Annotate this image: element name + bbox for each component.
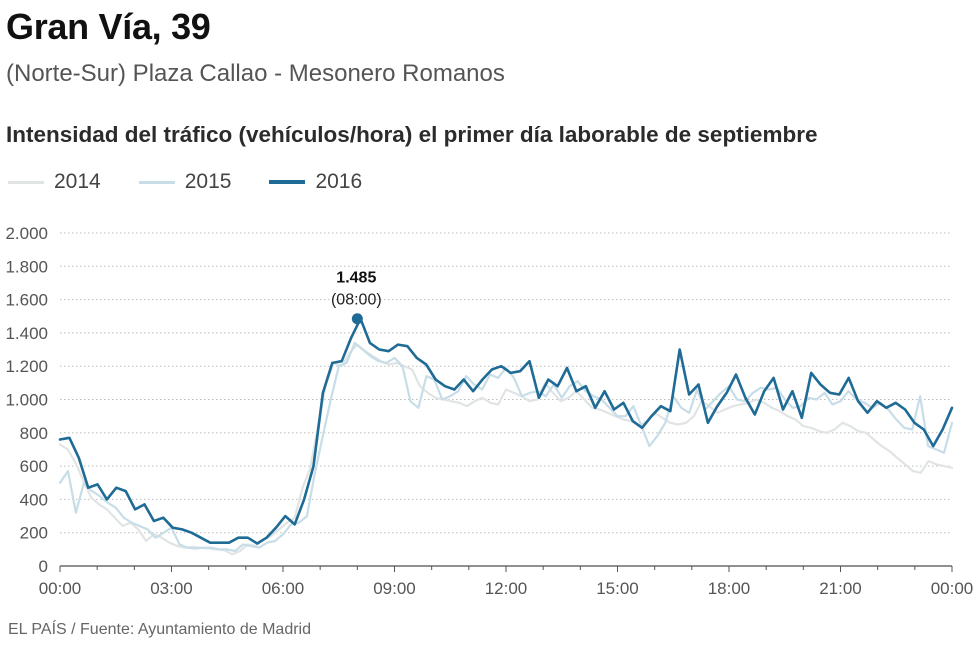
y-tick-label: 1.200: [5, 357, 48, 376]
y-tick-label: 1.000: [5, 391, 48, 410]
y-tick-label: 200: [20, 524, 48, 543]
x-tick-label: 18:00: [708, 579, 751, 598]
series-line-2015: [58, 341, 954, 553]
legend-item-2015: 2015: [138, 170, 232, 194]
x-tick-label: 06:00: [262, 579, 305, 598]
page-subtitle: (Norte-Sur) Plaza Callao - Mesonero Roma…: [6, 60, 505, 87]
peak-value-label: 1.485: [336, 270, 376, 287]
x-tick-label: 09:00: [373, 579, 416, 598]
y-tick-label: 1.600: [5, 291, 48, 310]
peak-time-label: (08:00): [331, 292, 382, 309]
legend-label-2015: 2015: [184, 170, 232, 193]
x-tick-label: 15:00: [596, 579, 639, 598]
legend-swatch-2015: [138, 180, 175, 184]
x-tick-label: 12:00: [485, 579, 528, 598]
legend-item-2014: 2014: [8, 170, 101, 194]
y-tick-label: 600: [20, 457, 48, 476]
y-tick-label: 2.000: [5, 224, 48, 243]
x-tick-label: 21:00: [819, 579, 862, 598]
y-tick-label: 0: [39, 557, 48, 576]
y-tick-label: 800: [20, 424, 48, 443]
chart-legend: 2014 2015 2016: [8, 168, 400, 196]
legend-label-2014: 2014: [54, 170, 101, 193]
series-line-2014: [58, 343, 954, 556]
legend-swatch-2016: [269, 180, 306, 184]
x-tick-label: 00:00: [39, 579, 82, 598]
legend-label-2016: 2016: [315, 170, 363, 193]
chart-title: Intensidad del tráfico (vehículos/hora) …: [6, 122, 818, 147]
line-chart: 0 200 400 600 800 1.000 1.200 1.400 1.600 1.800 2.…: [5, 224, 974, 598]
source-credit: EL PAÍS / Fuente: Ayuntamiento de Madrid: [8, 621, 311, 638]
peak-marker: [351, 313, 363, 325]
legend-swatch-2014: [8, 180, 44, 184]
series-line-2016: [58, 317, 954, 545]
x-tick-label: 00:00: [931, 579, 974, 598]
y-tick-label: 400: [20, 490, 48, 509]
y-tick-label: 1.800: [5, 257, 48, 276]
page-title: Gran Vía, 39: [6, 6, 211, 47]
x-tick-label: 03:00: [150, 579, 193, 598]
legend-item-2016: 2016: [269, 170, 362, 194]
x-axis: [59, 566, 953, 572]
y-tick-label: 1.400: [5, 324, 48, 343]
